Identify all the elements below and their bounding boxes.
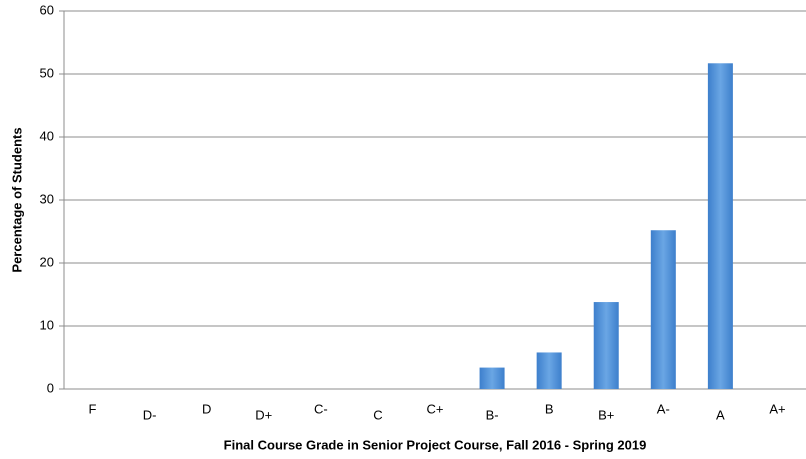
x-tick-label: D- — [143, 407, 157, 422]
x-tick-label: D+ — [255, 407, 272, 422]
x-tick-label: A+ — [769, 401, 785, 416]
x-tick-label: A- — [657, 401, 670, 416]
y-tick-label: 20 — [40, 254, 54, 269]
x-tick-label: C — [373, 407, 382, 422]
x-tick-label: B+ — [598, 407, 614, 422]
x-axis-title: Final Course Grade in Senior Project Cou… — [224, 437, 647, 452]
y-tick-label: 50 — [40, 65, 54, 80]
x-tick-label: B- — [486, 407, 499, 422]
bar — [650, 230, 676, 389]
y-tick-label: 60 — [40, 2, 54, 17]
bar — [593, 302, 619, 389]
y-tick-label: 30 — [40, 191, 54, 206]
x-tick-label: C- — [314, 401, 328, 416]
x-tick-label: A — [716, 407, 725, 422]
y-tick-label: 40 — [40, 128, 54, 143]
bar — [479, 367, 505, 389]
x-tick-label: D — [202, 401, 211, 416]
x-tick-label: F — [89, 401, 97, 416]
x-tick-label: C+ — [427, 401, 444, 416]
bar — [536, 352, 562, 389]
bar — [707, 63, 733, 389]
y-axis-title: Percentage of Students — [9, 127, 24, 272]
y-tick-label: 0 — [47, 380, 54, 395]
y-tick-label: 10 — [40, 317, 54, 332]
x-tick-label: B — [545, 401, 554, 416]
